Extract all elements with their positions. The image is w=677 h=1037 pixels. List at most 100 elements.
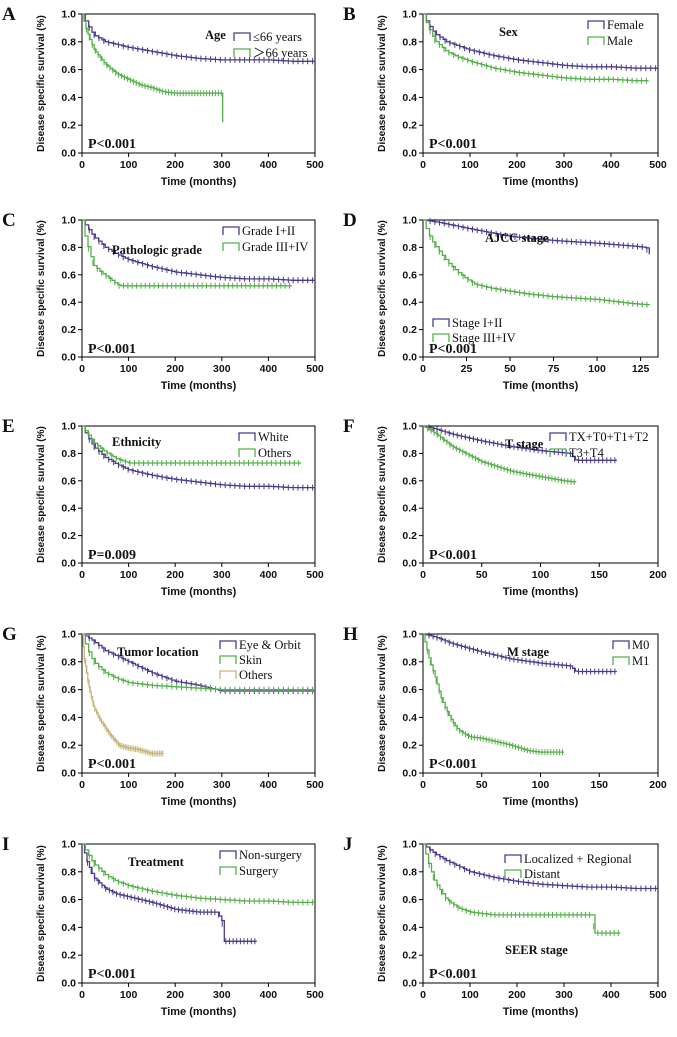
legend-swatch	[432, 333, 450, 342]
x-axis-label: Time (months)	[503, 176, 579, 188]
censor-marks-1	[87, 859, 256, 945]
y-axis-label: Disease specific survival (%)	[36, 635, 47, 772]
panel-letter: D	[343, 210, 357, 231]
y-tick-label: 1.0	[61, 629, 76, 641]
panel-f: F 0.0 0.2 0.4 0.6 0.8 1.0 0 50 100 150 200 Time (mon…	[343, 416, 667, 598]
x-axis-label: Time (months)	[503, 586, 579, 598]
x-tick-label: 150	[590, 569, 608, 581]
series-line-2	[82, 633, 315, 691]
panel-j: J 0.0 0.2 0.4 0.6 0.8 1.0 0 100 200 300 400 500 Time …	[343, 834, 667, 1018]
plot-frame	[422, 843, 659, 984]
y-tick-label: 0.0	[402, 978, 417, 990]
legend-label: Non-surgery	[239, 848, 303, 862]
y-axis-label: Disease specific survival (%)	[36, 15, 47, 152]
y-tick-label: 0.2	[402, 740, 417, 752]
legend-label: M1	[632, 654, 649, 668]
legend-label: T3+T4	[569, 446, 605, 460]
plot-frame	[422, 219, 659, 358]
x-tick-label: 400	[602, 989, 620, 1001]
plot-frame	[81, 425, 316, 564]
panel-letter: G	[2, 624, 17, 645]
x-tick-label: 0	[420, 779, 426, 791]
censor-marks-1	[428, 424, 616, 464]
x-tick-label: 0	[420, 363, 426, 375]
legend-swatch	[587, 36, 605, 45]
censor-marks-2	[88, 245, 290, 289]
y-tick-label: 0.2	[61, 530, 76, 542]
y-tick-label: 0.6	[61, 269, 76, 281]
legend-label: Others	[258, 446, 291, 460]
y-axis-label: Disease specific survival (%)	[36, 845, 47, 982]
legend-label: ＞66 years	[253, 46, 308, 60]
y-tick-label: 0.2	[61, 740, 76, 752]
panel-letter: F	[343, 416, 355, 437]
x-tick-label: 100	[120, 159, 138, 171]
y-tick-label: 0.6	[402, 684, 417, 696]
legend-swatch	[219, 866, 237, 875]
censor-marks-2	[428, 862, 619, 936]
y-tick-label: 0.6	[402, 269, 417, 281]
censor-marks-2	[429, 234, 648, 308]
series-line-1	[82, 633, 315, 692]
y-tick-label: 0.2	[61, 324, 76, 336]
x-tick-label: 100	[120, 779, 138, 791]
x-tick-label: 200	[649, 569, 667, 581]
panel-title: Treatment	[128, 855, 185, 869]
legend-swatch	[612, 640, 630, 649]
legend-swatch	[219, 655, 237, 664]
y-axis-label: Disease specific survival (%)	[36, 220, 47, 357]
y-axis-label: Disease specific survival (%)	[377, 845, 388, 982]
legend-label: Female	[607, 18, 644, 32]
censor-marks-2	[88, 432, 300, 466]
legend-label: Eye & Orbit	[239, 638, 301, 652]
x-axis-label: Time (months)	[161, 380, 237, 392]
x-tick-label: 0	[79, 363, 85, 375]
x-tick-label: 100	[532, 779, 550, 791]
panel-letter: I	[2, 834, 9, 855]
x-axis-label: Time (months)	[503, 380, 579, 392]
y-tick-label: 0.6	[61, 64, 76, 76]
x-tick-label: 500	[306, 989, 324, 1001]
x-tick-label: 200	[508, 989, 526, 1001]
legend-label: M0	[632, 638, 649, 652]
series-line-2	[423, 425, 577, 483]
x-axis-label: Time (months)	[161, 796, 237, 808]
censor-marks-1	[429, 847, 657, 892]
censor-marks-2	[426, 648, 563, 756]
x-tick-label: 400	[260, 363, 278, 375]
panel-letter: C	[2, 210, 16, 231]
y-tick-label: 0.4	[402, 503, 417, 515]
legend-swatch	[238, 448, 256, 457]
censor-marks-2	[88, 853, 314, 906]
legend-swatch	[238, 432, 256, 441]
x-tick-label: 100	[532, 569, 550, 581]
x-tick-label: 200	[166, 569, 184, 581]
panel-i: I 0.0 0.2 0.4 0.6 0.8 1.0 0 100 200 300 400 500 Time …	[2, 834, 324, 1018]
panel-title: SEER stage	[505, 943, 568, 957]
y-tick-label: 0.6	[402, 64, 417, 76]
x-tick-label: 25	[461, 363, 473, 375]
legend-swatch	[549, 448, 567, 457]
y-tick-label: 0.4	[402, 92, 417, 104]
legend-swatch	[549, 432, 567, 441]
x-tick-label: 50	[476, 779, 488, 791]
y-tick-label: 0.6	[61, 684, 76, 696]
legend-label: Male	[607, 34, 633, 48]
x-tick-label: 300	[213, 159, 231, 171]
y-tick-label: 0.6	[61, 475, 76, 487]
x-tick-label: 300	[213, 569, 231, 581]
x-tick-label: 125	[632, 363, 650, 375]
x-tick-label: 0	[79, 159, 85, 171]
x-tick-label: 300	[213, 363, 231, 375]
legend-label: White	[258, 430, 289, 444]
legend-swatch	[219, 670, 237, 679]
y-tick-label: 0.2	[402, 950, 417, 962]
x-tick-label: 150	[590, 779, 608, 791]
legend-label: Distant	[524, 867, 561, 881]
y-tick-label: 1.0	[402, 215, 417, 227]
y-tick-label: 0.0	[61, 148, 76, 160]
p-value: P<0.001	[429, 967, 477, 982]
legend-label: Grade I+II	[242, 224, 295, 238]
y-tick-label: 0.4	[61, 922, 76, 934]
x-tick-label: 200	[166, 989, 184, 1001]
